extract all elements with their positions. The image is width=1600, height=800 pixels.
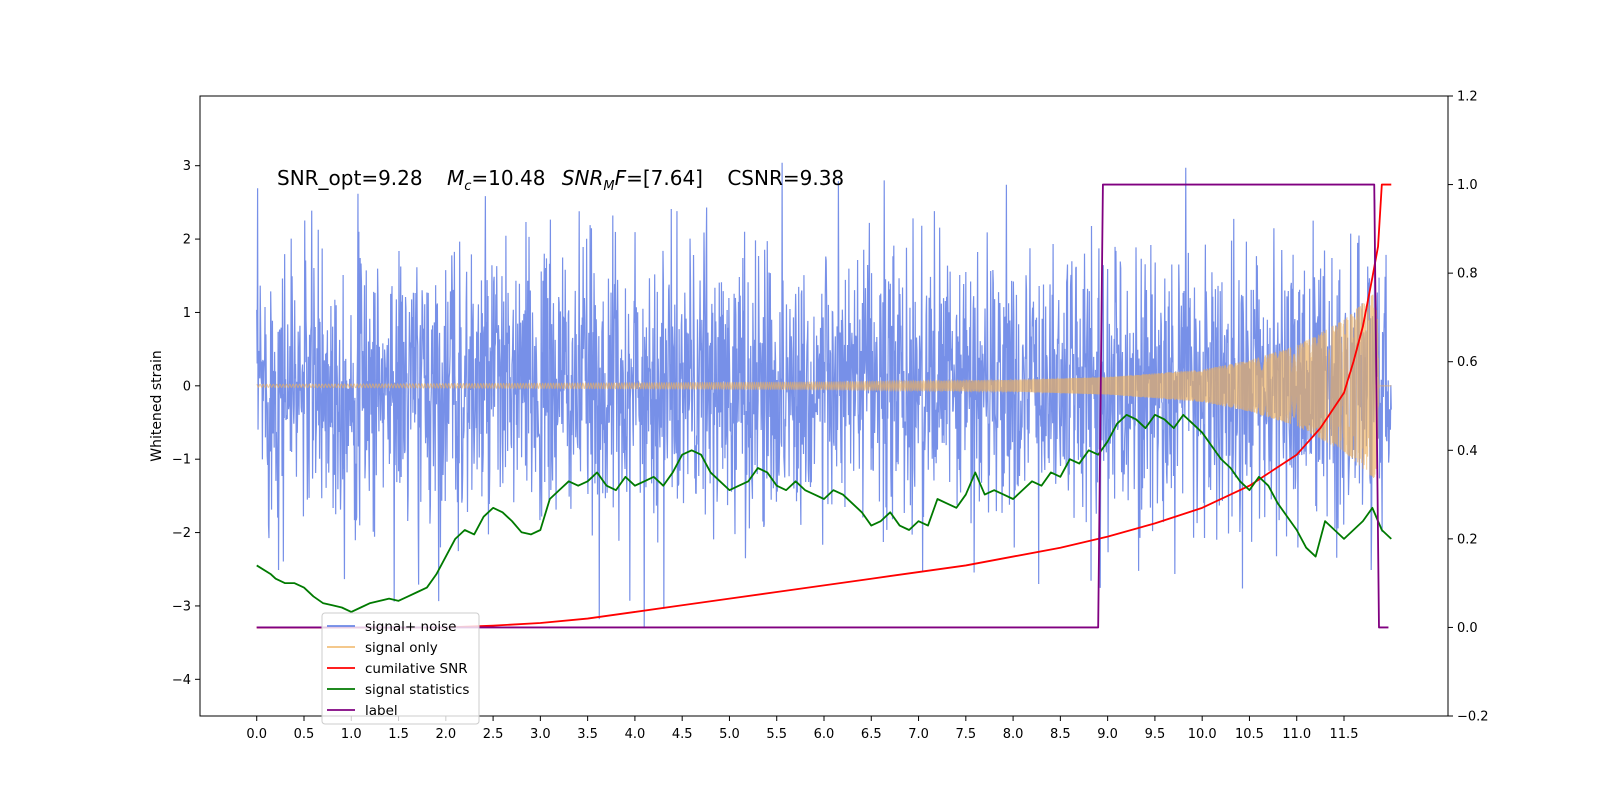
- x-tick-label: 6.0: [814, 727, 835, 742]
- legend: signal+ noise signal only cumilative SNR si…: [321, 612, 480, 725]
- y2-tick-label: 0.6: [1457, 355, 1478, 370]
- y-axis-left: 3 2 1 0 −1 −2 −3 −4: [172, 159, 200, 688]
- x-tick-label: 7.0: [908, 727, 929, 742]
- x-axis: 0.0 0.5 1.0 1.5 2.0 2.5 3.0 3.5 4.0 4.5 5.0 5.5 6.0 6…: [246, 716, 1358, 742]
- y-tick-label: 0: [183, 379, 191, 394]
- y2-tick-label: 1.2: [1457, 90, 1478, 105]
- legend-label: cumilative SNR: [365, 661, 468, 677]
- mc-value: =10.48: [471, 166, 545, 190]
- x-tick-label: 8.5: [1050, 727, 1071, 742]
- x-tick-label: 5.5: [766, 727, 787, 742]
- x-tick-label: 2.5: [483, 727, 504, 742]
- x-tick-label: 4.5: [672, 727, 693, 742]
- metrics-annotation: SNR_opt=9.28 Mc=10.48 SNRMF=[7.64] CSNR=…: [277, 166, 844, 194]
- y2-tick-label: 0.2: [1457, 532, 1478, 547]
- x-tick-label: 2.0: [435, 727, 456, 742]
- x-tick-label: 7.5: [955, 727, 976, 742]
- x-tick-label: 4.0: [625, 727, 646, 742]
- series-signal-noise-line: [256, 162, 1392, 629]
- series-cumulative-snr-line: [256, 183, 1392, 629]
- csnr-text: CSNR=9.38: [727, 166, 844, 190]
- y-tick-label: −2: [172, 526, 191, 541]
- x-tick-label: 0.0: [246, 727, 267, 742]
- x-tick-label: 3.0: [530, 727, 551, 742]
- y-axis-label: Whitened strain: [149, 350, 165, 461]
- y2-tick-label: −0.2: [1457, 710, 1489, 725]
- y-tick-label: 3: [183, 159, 191, 174]
- x-tick-label: 8.0: [1003, 727, 1024, 742]
- snrmf-value: =[7.64]: [626, 166, 703, 190]
- y-tick-label: 1: [183, 306, 191, 321]
- x-tick-label: 9.0: [1097, 727, 1118, 742]
- y-tick-label: 2: [183, 233, 191, 248]
- snrmf-subscript: M: [603, 179, 614, 194]
- y2-tick-label: 0.4: [1457, 444, 1478, 459]
- legend-label: signal only: [365, 640, 438, 656]
- x-tick-label: 0.5: [294, 727, 315, 742]
- y-tick-label: −3: [172, 599, 191, 614]
- series-label-line: [256, 183, 1389, 629]
- series-signal-statistics-line: [256, 413, 1392, 613]
- legend-label: signal statistics: [365, 682, 469, 698]
- snrmf-symbol: SNR: [562, 166, 604, 190]
- y2-tick-label: 0.8: [1457, 267, 1478, 282]
- x-tick-label: 9.5: [1145, 727, 1166, 742]
- x-tick-label: 1.0: [341, 727, 362, 742]
- x-tick-label: 1.5: [388, 727, 409, 742]
- snrmf-tail: F: [615, 166, 627, 190]
- svg-text:SNR_opt=9.28 Mc=10.48: SNR_opt=9.28 Mc=10.48 SNRMF=[7.64] CSNR=…: [277, 166, 844, 194]
- y-axis-right: 1.2 1.0 0.8 0.6 0.4 0.2 0.0 −0.2: [1448, 90, 1489, 725]
- mc-subscript: c: [464, 179, 471, 194]
- x-tick-label: 11.0: [1282, 727, 1311, 742]
- y-tick-label: −4: [172, 673, 191, 688]
- snr-opt-text: SNR_opt=9.28: [277, 166, 423, 190]
- x-tick-label: 10.5: [1235, 727, 1264, 742]
- legend-label: label: [365, 703, 398, 719]
- y-tick-label: −1: [172, 453, 191, 468]
- series-signal-only-line: [256, 291, 1392, 478]
- x-tick-label: 11.5: [1330, 727, 1359, 742]
- legend-label: signal+ noise: [365, 619, 456, 635]
- y2-tick-label: 0.0: [1457, 621, 1478, 636]
- x-tick-label: 10.0: [1188, 727, 1217, 742]
- x-tick-label: 5.0: [719, 727, 740, 742]
- series-layer: [256, 162, 1392, 629]
- mc-symbol: M: [447, 166, 464, 190]
- y2-tick-label: 1.0: [1457, 178, 1478, 193]
- legend-box: [321, 612, 480, 725]
- x-tick-label: 6.5: [861, 727, 882, 742]
- x-tick-label: 3.5: [577, 727, 598, 742]
